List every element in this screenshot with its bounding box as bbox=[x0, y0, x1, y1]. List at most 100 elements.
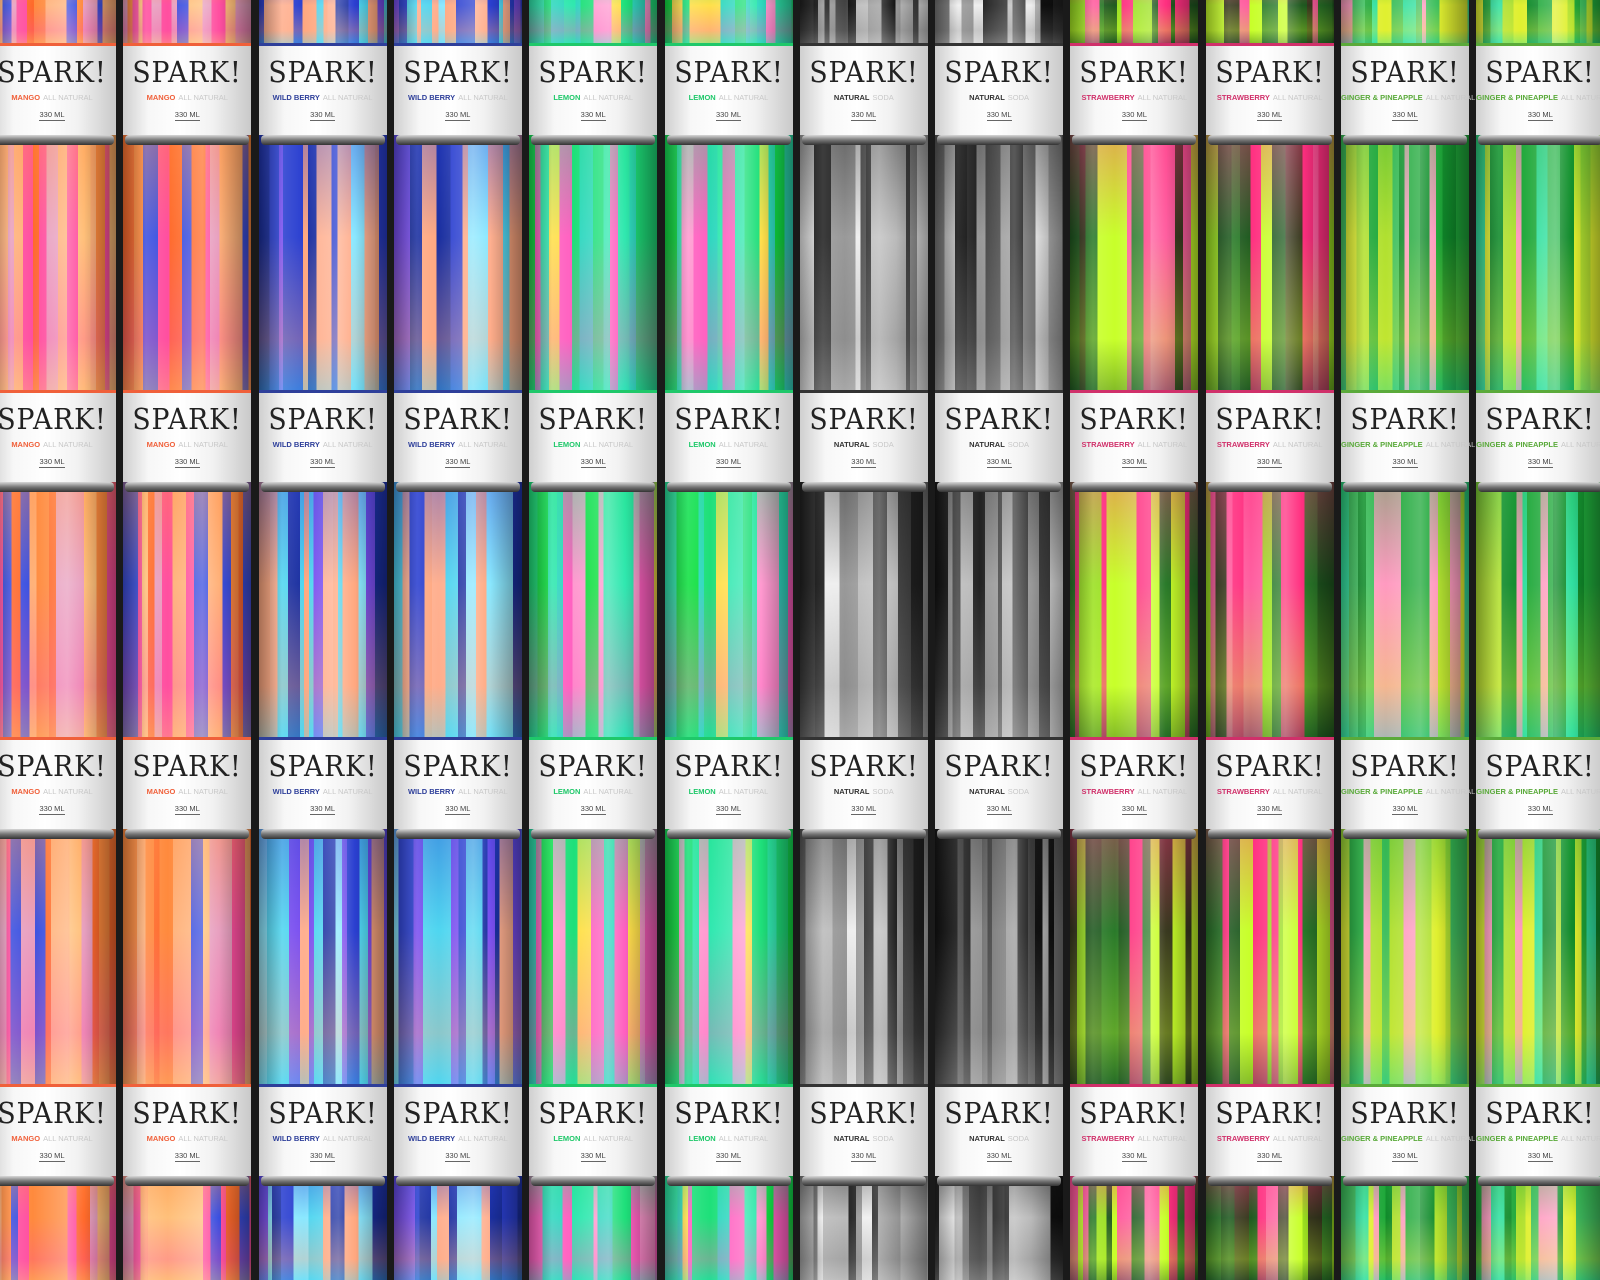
can-shading bbox=[258, 829, 387, 1084]
brand-logo: SPARK! bbox=[1485, 55, 1595, 89]
can-body bbox=[123, 0, 252, 43]
can-rim bbox=[666, 482, 791, 492]
flavor-line: LEMON ALL NATURAL bbox=[665, 93, 793, 102]
brand-logo: SPARK! bbox=[1485, 1096, 1595, 1130]
can-shading bbox=[258, 1176, 387, 1280]
can-shading bbox=[123, 0, 252, 43]
can-body bbox=[935, 1176, 1064, 1280]
can-shading bbox=[1070, 482, 1199, 737]
can-body bbox=[1205, 829, 1334, 1084]
flavor-line: WILD BERRY ALL NATURAL bbox=[259, 93, 387, 102]
can-shading bbox=[258, 135, 387, 390]
flavor-line: LEMON ALL NATURAL bbox=[529, 1134, 657, 1143]
can-shading bbox=[0, 0, 116, 43]
flavor-descriptor: ALL NATURAL bbox=[322, 93, 373, 102]
brand-logo: SPARK! bbox=[132, 1096, 242, 1130]
brand-logo: SPARK! bbox=[538, 402, 648, 436]
can-shading bbox=[529, 829, 658, 1084]
can-shading bbox=[1070, 135, 1199, 390]
can-rim bbox=[260, 829, 385, 839]
brand-logo: SPARK! bbox=[403, 749, 513, 783]
flavor-name: NATURAL bbox=[833, 787, 870, 796]
brand-logo: SPARK! bbox=[0, 749, 107, 783]
brand-logo: SPARK! bbox=[809, 55, 919, 89]
can-shading bbox=[393, 1176, 522, 1280]
volume-label: 330 ML bbox=[310, 804, 336, 815]
flavor-line: STRAWBERRY ALL NATURAL bbox=[1206, 440, 1334, 449]
flavor-descriptor: SODA bbox=[1007, 787, 1030, 796]
can-body bbox=[1205, 135, 1334, 390]
can-rim bbox=[0, 135, 114, 145]
can-rim bbox=[531, 1176, 656, 1186]
flavor-name: GINGER & PINEAPPLE bbox=[1476, 440, 1558, 449]
can-shading bbox=[799, 0, 928, 43]
can-body bbox=[664, 1176, 793, 1280]
flavor-descriptor: ALL NATURAL bbox=[718, 93, 769, 102]
volume-label: 330 ML bbox=[580, 457, 606, 468]
flavor-line: LEMON ALL NATURAL bbox=[529, 93, 657, 102]
flavor-name: NATURAL bbox=[833, 93, 870, 102]
flavor-descriptor: ALL NATURAL bbox=[322, 440, 373, 449]
can-body bbox=[935, 482, 1064, 737]
can-column: SPARK! NATURAL SODA 330 ML SPARK! NATURAL SODA… bbox=[799, 0, 928, 1280]
brand-logo: SPARK! bbox=[403, 1096, 513, 1130]
flavor-name: GINGER & PINEAPPLE bbox=[1341, 440, 1423, 449]
can-label: SPARK! NATURAL SODA 330 ML bbox=[935, 43, 1064, 135]
flavor-descriptor: SODA bbox=[872, 93, 894, 102]
can-shading bbox=[1476, 829, 1600, 1084]
volume-label: 330 ML bbox=[39, 457, 65, 468]
can-body bbox=[1341, 0, 1469, 43]
can-label: SPARK! MANGO ALL NATURAL 330 ML bbox=[0, 390, 116, 482]
volume-label: 330 ML bbox=[715, 457, 742, 468]
volume-label: 330 ML bbox=[1392, 804, 1418, 815]
can-label: SPARK! NATURAL SODA 330 ML bbox=[799, 390, 928, 482]
flavor-descriptor: ALL NATURAL bbox=[1137, 1134, 1188, 1143]
can-rim bbox=[1343, 135, 1467, 145]
brand-logo: SPARK! bbox=[1350, 55, 1460, 89]
flavor-name: LEMON bbox=[553, 93, 581, 102]
flavor-descriptor: SODA bbox=[1007, 440, 1030, 449]
volume-label: 330 ML bbox=[445, 804, 471, 815]
can-body bbox=[1070, 482, 1199, 737]
brand-logo: SPARK! bbox=[809, 402, 919, 436]
brand-logo: SPARK! bbox=[1350, 1096, 1460, 1130]
flavor-line: STRAWBERRY ALL NATURAL bbox=[1206, 93, 1334, 102]
can-shading bbox=[1341, 1176, 1469, 1280]
volume-label: 330 ML bbox=[445, 457, 471, 468]
can-rim bbox=[395, 1176, 520, 1186]
can-label: SPARK! NATURAL SODA 330 ML bbox=[935, 737, 1064, 829]
brand-logo: SPARK! bbox=[267, 402, 378, 436]
flavor-name: WILD BERRY bbox=[407, 1134, 456, 1143]
can-shading bbox=[1341, 0, 1469, 43]
can-body bbox=[1205, 1176, 1334, 1280]
flavor-name: GINGER & PINEAPPLE bbox=[1476, 787, 1558, 796]
can-shading bbox=[1070, 1176, 1199, 1280]
volume-label: 330 ML bbox=[851, 110, 877, 121]
brand-logo: SPARK! bbox=[673, 749, 784, 783]
can-body bbox=[123, 482, 252, 737]
can-rim bbox=[937, 1176, 1062, 1186]
can-body bbox=[393, 829, 522, 1084]
flavor-line: LEMON ALL NATURAL bbox=[529, 440, 657, 449]
can-shading bbox=[0, 829, 116, 1084]
flavor-line: MANGO ALL NATURAL bbox=[0, 787, 116, 796]
flavor-name: WILD BERRY bbox=[272, 93, 320, 102]
can-body bbox=[1476, 0, 1600, 43]
can-rim bbox=[666, 1176, 791, 1186]
can-shading bbox=[1205, 482, 1334, 737]
can-shading bbox=[529, 0, 658, 43]
can-body bbox=[123, 135, 252, 390]
volume-label: 330 ML bbox=[1257, 457, 1283, 468]
brand-logo: SPARK! bbox=[132, 749, 242, 783]
can-label: SPARK! WILD BERRY ALL NATURAL 330 ML bbox=[393, 737, 522, 829]
can-label: SPARK! LEMON ALL NATURAL 330 ML bbox=[529, 1084, 658, 1176]
flavor-descriptor: ALL NATURAL bbox=[718, 1134, 769, 1143]
can-body bbox=[1341, 482, 1469, 737]
brand-logo: SPARK! bbox=[0, 402, 107, 436]
can-shading bbox=[123, 1176, 252, 1280]
